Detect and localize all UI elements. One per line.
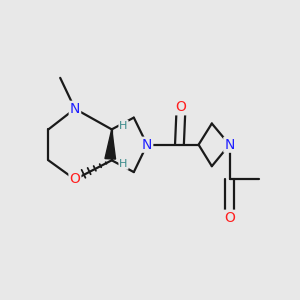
- Text: N: N: [224, 138, 235, 152]
- Text: H: H: [119, 159, 128, 169]
- Text: O: O: [70, 172, 80, 186]
- Text: O: O: [224, 211, 235, 225]
- Polygon shape: [105, 129, 116, 159]
- Text: N: N: [142, 138, 152, 152]
- Text: O: O: [176, 100, 186, 114]
- Text: N: N: [70, 102, 80, 116]
- Text: H: H: [119, 121, 128, 131]
